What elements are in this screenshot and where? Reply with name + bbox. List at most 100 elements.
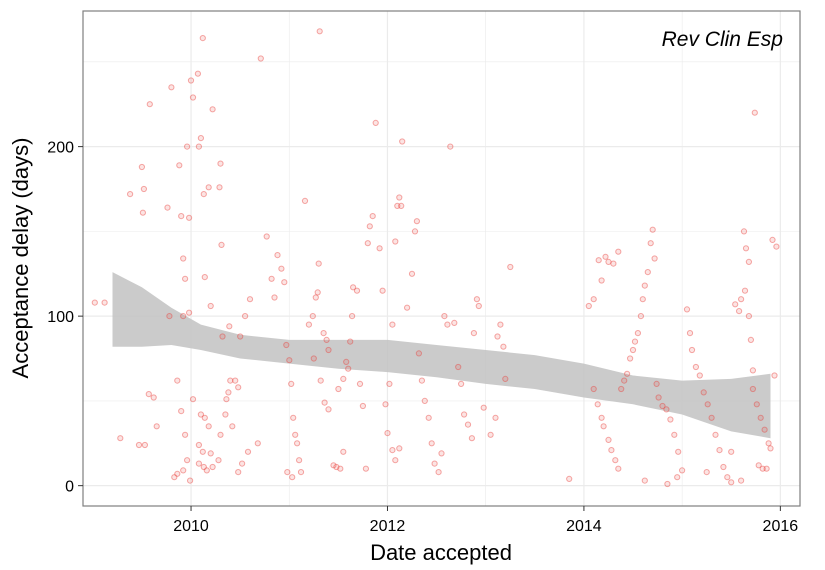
data-point (765, 440, 772, 447)
data-point (461, 411, 468, 418)
data-point (197, 135, 204, 142)
data-point (708, 414, 715, 421)
data-point (649, 226, 656, 233)
data-point (747, 336, 755, 343)
data-point (138, 163, 145, 171)
data-point (237, 333, 244, 340)
data-point (659, 402, 666, 410)
data-point (700, 389, 707, 396)
data-point (757, 414, 764, 421)
data-point (745, 258, 753, 265)
data-point (189, 94, 197, 101)
data-point (182, 431, 189, 438)
smooth-band (112, 272, 771, 439)
data-point (598, 277, 605, 284)
data-point (655, 394, 662, 401)
data-point (323, 336, 330, 343)
data-point (294, 440, 301, 447)
data-point (174, 470, 181, 477)
data-point (207, 302, 214, 310)
data-point (398, 202, 405, 209)
data-point (184, 457, 191, 464)
data-point (197, 411, 204, 418)
data-point (283, 341, 290, 349)
data-point (507, 263, 514, 271)
data-point (362, 465, 369, 472)
data-point (201, 414, 208, 421)
data-point (674, 474, 681, 481)
data-point (608, 447, 615, 454)
data-point (316, 28, 323, 35)
data-point (755, 462, 762, 469)
data-point (200, 191, 207, 198)
data-point (759, 465, 766, 472)
data-point (458, 380, 465, 387)
data-point (223, 396, 230, 403)
data-point (271, 294, 278, 301)
data-point (602, 253, 609, 260)
data-point (284, 469, 291, 476)
data-point (763, 465, 770, 472)
data-point (369, 213, 376, 220)
data-point (644, 269, 651, 276)
data-point (421, 397, 428, 404)
data-point (629, 346, 637, 354)
data-point (145, 391, 152, 398)
data-point (320, 330, 327, 337)
data-point (399, 138, 406, 145)
data-point (438, 450, 445, 457)
x-tick-label: 2014 (566, 518, 602, 535)
data-point (195, 143, 202, 150)
data-point (612, 457, 619, 464)
data-point (605, 258, 612, 265)
data-point (566, 475, 573, 482)
data-point (176, 162, 183, 169)
data-point (741, 287, 749, 294)
data-point (392, 457, 399, 464)
y-axis-title: Acceptance delay (days) (8, 138, 33, 379)
data-point (382, 401, 389, 408)
data-point (178, 408, 185, 415)
data-point (773, 243, 780, 250)
data-point (325, 346, 332, 354)
data-point (330, 462, 337, 469)
data-point (225, 389, 232, 396)
data-point (431, 460, 438, 467)
data-point (217, 160, 224, 167)
data-point (404, 304, 411, 311)
data-point (222, 411, 229, 418)
data-point (675, 448, 682, 455)
data-point (468, 435, 475, 442)
data-point (732, 301, 739, 308)
journal-annotation: Rev Clin Esp (662, 28, 783, 51)
data-point (376, 245, 383, 252)
x-tick-label: 2016 (763, 518, 799, 535)
data-point (712, 431, 719, 438)
data-point (492, 414, 499, 421)
data-point (187, 77, 195, 84)
data-point (487, 431, 494, 438)
data-point (305, 321, 312, 328)
data-point (127, 191, 134, 198)
data-point (229, 423, 236, 430)
data-point (184, 143, 191, 150)
data-point (164, 204, 171, 211)
data-point (738, 477, 745, 484)
data-point (146, 101, 153, 108)
data-point (473, 296, 480, 303)
data-point (634, 330, 642, 337)
data-point (447, 143, 454, 150)
data-point (716, 447, 723, 454)
data-point (663, 406, 670, 413)
data-point (186, 214, 193, 221)
data-point (174, 377, 181, 384)
data-point (600, 423, 607, 430)
data-point (451, 319, 458, 326)
data-point (203, 467, 210, 474)
data-point (736, 308, 743, 315)
data-point (199, 35, 206, 42)
data-point (703, 469, 710, 476)
data-point (310, 355, 317, 362)
data-point (325, 406, 332, 413)
data-point (621, 377, 628, 384)
